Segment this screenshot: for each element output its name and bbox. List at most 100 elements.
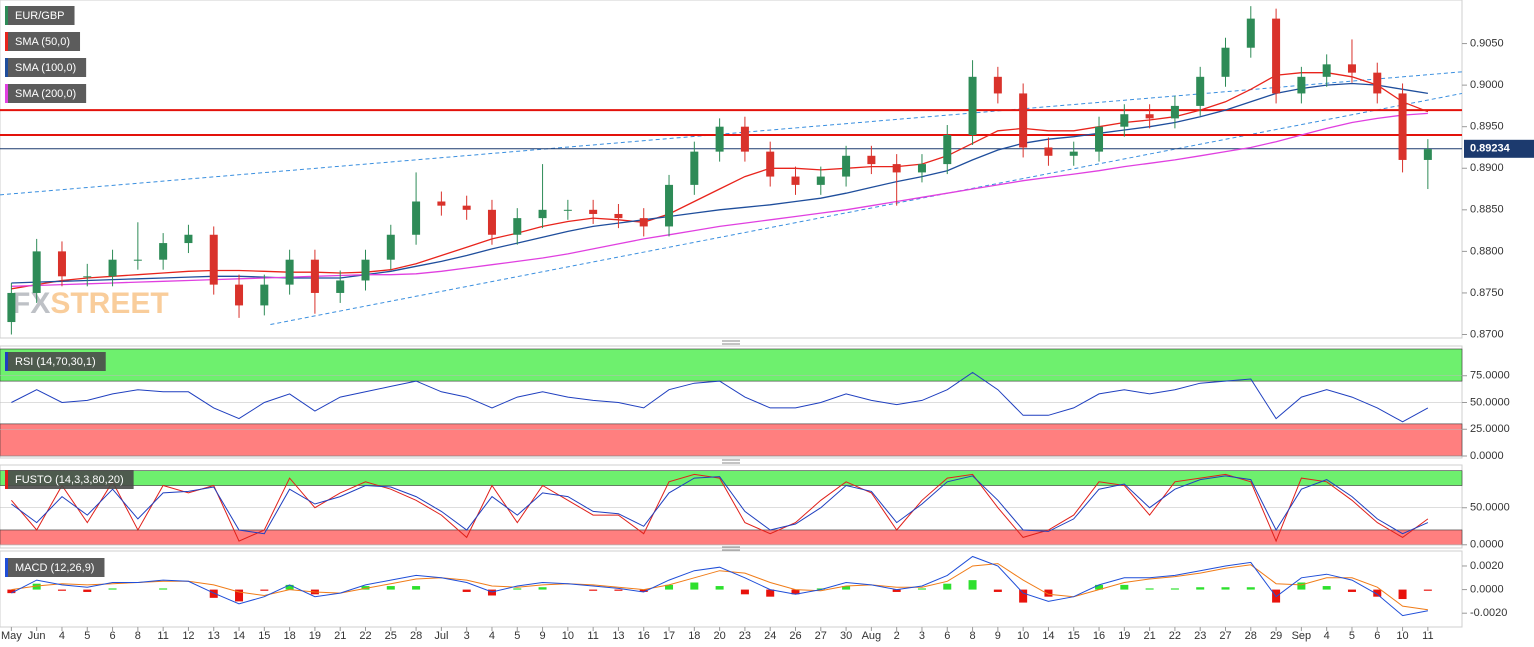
candle-body — [386, 234, 395, 260]
x-tick-label: 10 — [1396, 630, 1408, 642]
candle-body — [184, 234, 193, 244]
x-tick-label: 20 — [713, 630, 725, 642]
zone-band — [0, 529, 1463, 546]
x-tick-label: 27 — [815, 630, 827, 642]
macd-line — [11, 555, 1428, 617]
y-tick-label: 0.8950 — [1470, 121, 1504, 133]
y-tick-label: 0.0000 — [1470, 583, 1504, 595]
panel-label: FUSTO (14,3,3,80,20) — [5, 470, 134, 489]
macd-panel — [0, 550, 1463, 628]
candle-body — [1095, 126, 1104, 152]
label-stripe — [5, 58, 8, 77]
histogram-bar — [1423, 589, 1432, 591]
panel-label: SMA (50,0) — [5, 32, 81, 51]
candle-body — [159, 243, 168, 260]
histogram-bar — [589, 589, 598, 591]
y-tick-label: 0.8700 — [1470, 328, 1504, 340]
candle-body — [1347, 64, 1356, 73]
x-tick-label: 13 — [208, 630, 220, 642]
x-tick-label: 18 — [283, 630, 295, 642]
candle-body — [589, 209, 598, 214]
histogram-bar — [917, 588, 926, 590]
signal-line — [11, 563, 1428, 611]
histogram-bar — [968, 580, 977, 590]
y-tick-label: 0.0000 — [1470, 539, 1504, 551]
histogram-bar — [260, 589, 269, 591]
histogram-bar — [209, 589, 218, 598]
x-tick-label: 30 — [840, 630, 852, 642]
candle-body — [1272, 18, 1281, 94]
histogram-bar — [1373, 589, 1382, 597]
y-tick-label: 25.0000 — [1470, 423, 1510, 435]
candle-body — [614, 213, 623, 219]
candle-body — [1398, 93, 1407, 160]
label-text: SMA (50,0) — [15, 36, 70, 48]
histogram-bar — [665, 584, 674, 590]
x-tick-label: 14 — [233, 630, 245, 642]
candle-body — [1246, 18, 1255, 48]
x-tick-label: 21 — [334, 630, 346, 642]
x-tick-label: 9 — [539, 630, 545, 642]
x-tick-label: 22 — [359, 630, 371, 642]
x-tick-label: 14 — [1042, 630, 1054, 642]
label-text: EUR/GBP — [15, 10, 65, 22]
x-tick-label: 26 — [789, 630, 801, 642]
candle-body — [892, 164, 901, 173]
label-box — [5, 558, 105, 577]
x-tick-label: 19 — [1118, 630, 1130, 642]
x-tick-label: 12 — [182, 630, 194, 642]
candle-body — [7, 292, 16, 323]
candle-body — [791, 176, 800, 185]
y-tick-label: 0.0020 — [1470, 560, 1504, 572]
candle-body — [993, 76, 1002, 94]
y-tick-label: 0.9050 — [1470, 37, 1504, 49]
candle-body — [665, 184, 674, 227]
x-tick-label: 4 — [489, 630, 495, 642]
y-tick-label: 0.8850 — [1470, 204, 1504, 216]
candle-body — [715, 126, 724, 152]
x-tick-label: 15 — [1068, 630, 1080, 642]
histogram-bar — [1398, 589, 1407, 600]
candle-body — [816, 176, 825, 185]
y-tick-label: 0.8750 — [1470, 287, 1504, 299]
y-tick-label: 0.0000 — [1470, 450, 1504, 462]
candle-body — [57, 251, 66, 277]
candle-body — [943, 135, 952, 165]
histogram-bar — [32, 583, 41, 590]
histogram-bar — [7, 589, 16, 594]
x-tick-label: 4 — [1324, 630, 1330, 642]
x-tick-label: Sep — [1292, 630, 1312, 642]
histogram-bar — [1019, 589, 1028, 603]
x-tick-label: 5 — [1349, 630, 1355, 642]
histogram-bar — [993, 589, 1002, 592]
x-tick-label: 28 — [410, 630, 422, 642]
trendline — [270, 92, 1463, 326]
x-tick-label: 13 — [612, 630, 624, 642]
y-tick-label: 50.0000 — [1470, 502, 1510, 514]
watermark: FXSTREET — [12, 287, 169, 320]
x-tick-label: 28 — [1245, 630, 1257, 642]
label-box — [5, 352, 106, 371]
candle-body — [1423, 149, 1432, 160]
histogram-bar — [816, 588, 825, 590]
y-tick-label: 0.9000 — [1470, 79, 1504, 91]
price-panel — [0, 0, 1463, 339]
histogram-bar — [791, 589, 800, 595]
label-box — [5, 84, 87, 103]
histogram-bar — [715, 586, 724, 590]
candle-body — [260, 284, 269, 306]
x-tick-label: 5 — [84, 630, 90, 642]
watermark-fx: FX — [12, 287, 50, 320]
candle-body — [690, 151, 699, 185]
x-tick-label: 24 — [764, 630, 776, 642]
x-tick-label: 11 — [587, 630, 598, 642]
histogram-bar — [83, 589, 92, 592]
candle-body — [968, 76, 977, 136]
histogram-bar — [1095, 584, 1104, 590]
label-stripe — [5, 32, 8, 51]
histogram-bar — [361, 586, 370, 590]
histogram-bar — [1221, 587, 1230, 590]
x-tick-label: 23 — [1194, 630, 1206, 642]
histogram-bar — [538, 587, 547, 590]
